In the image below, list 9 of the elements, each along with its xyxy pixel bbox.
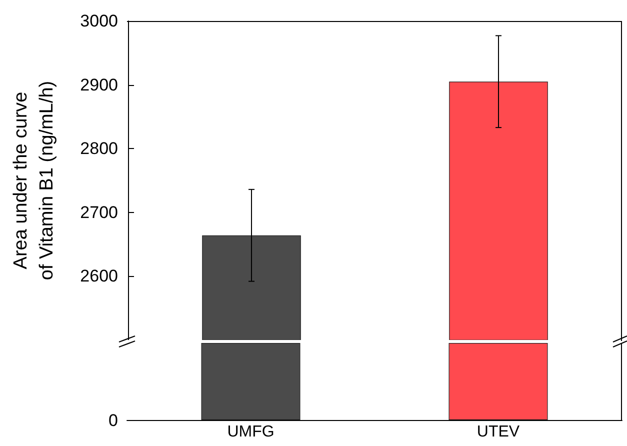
y-axis-title: Area under the curve of Vitamin B1 (ng/mL/h) [10,80,58,280]
y-tick-label: 2700 [80,202,118,222]
text: 0 [108,411,118,430]
y-tick-label: 2900 [80,75,118,94]
y-tick-label: 2600 [80,266,118,286]
x-tick-label: UMFG [227,424,274,440]
y-tick-label: 2800 [80,139,118,158]
y-tick-label: 3000 [80,12,118,30]
x-tick-label: UTEV [476,424,520,440]
